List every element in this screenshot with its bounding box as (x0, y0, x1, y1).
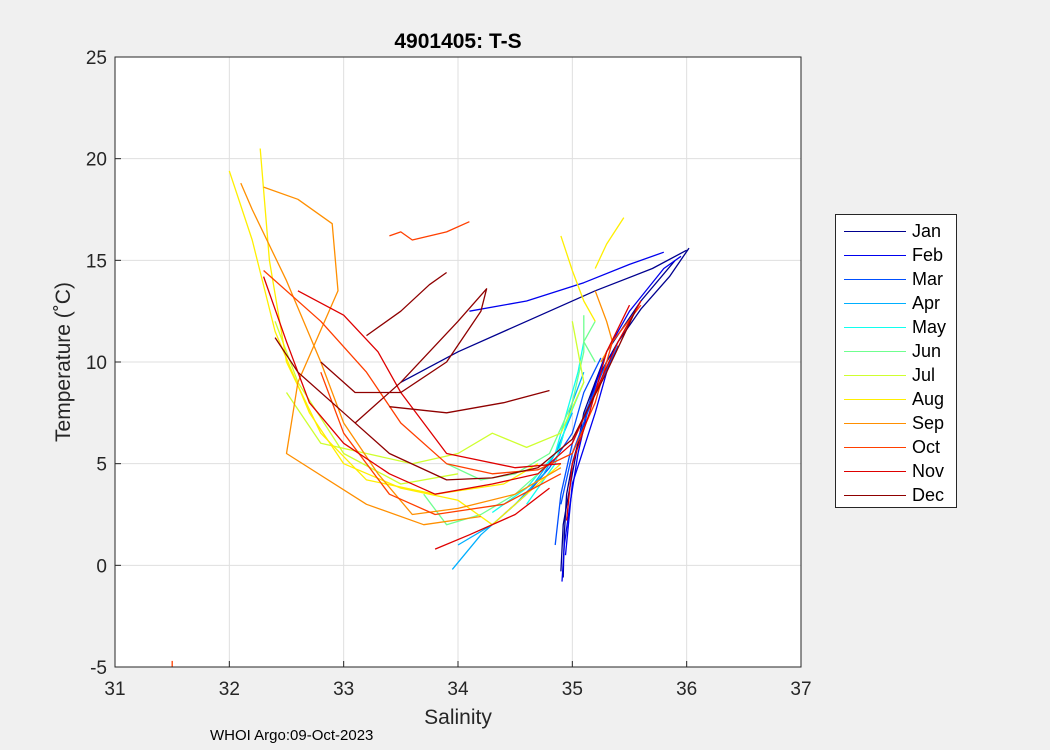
legend-item-apr: Apr (836, 291, 956, 315)
x-axis-label: Salinity (424, 706, 492, 729)
profile-line-nov (434, 487, 550, 550)
series-lines (171, 148, 690, 667)
legend-swatch (844, 398, 906, 400)
footer-credit: WHOI Argo:09-Oct-2023 (210, 727, 374, 744)
y-axis-label: Temperature (˚C) (52, 282, 75, 442)
legend-label: Nov (912, 460, 945, 481)
profile-line-mar (560, 345, 619, 505)
legend-item-mar: Mar (836, 267, 956, 291)
legend-swatch (844, 446, 906, 448)
profile-line-dec (389, 389, 550, 414)
legend-label: Dec (912, 484, 945, 505)
legend-label: Feb (912, 244, 944, 265)
legend-item-feb: Feb (836, 243, 956, 267)
legend-item-jun: Jun (836, 339, 956, 363)
profile-line-jul (285, 321, 585, 465)
x-tick-label: 31 (104, 679, 125, 700)
chart-title: 4901405: T-S (394, 30, 521, 53)
x-tick-label: 33 (333, 679, 354, 700)
legend-label: Apr (912, 292, 941, 313)
legend-swatch (844, 326, 906, 328)
legend-label: Jun (912, 340, 942, 361)
legend-label: Jul (912, 364, 936, 385)
y-tick-label: 15 (86, 251, 107, 272)
profile-line-dec (366, 271, 447, 337)
legend-item-jul: Jul (836, 363, 956, 387)
legend-swatch (844, 470, 906, 472)
legend-label: Jan (912, 220, 942, 241)
y-tick-label: 10 (86, 353, 107, 374)
legend-swatch (844, 230, 906, 232)
profile-line-feb (564, 351, 614, 556)
legend-swatch (844, 278, 906, 280)
x-tick-label: 34 (447, 679, 469, 700)
profile-line-jun (446, 315, 585, 481)
legend-item-may: May (836, 315, 956, 339)
legend-swatch (844, 350, 906, 352)
series-aug (228, 148, 625, 526)
legend-item-nov: Nov (836, 459, 956, 483)
profile-line-sep (263, 186, 481, 526)
profile-line-jan (400, 249, 688, 383)
legend-item-jan: Jan (836, 219, 956, 243)
profile-line-aug (594, 217, 625, 269)
legend-swatch (844, 254, 906, 256)
legend-label: Sep (912, 412, 945, 433)
profile-line-nov (565, 304, 631, 521)
x-tick-label: 32 (219, 679, 240, 700)
profile-line-aug (228, 170, 562, 526)
x-tick-label: 35 (562, 679, 583, 700)
legend-swatch (844, 374, 906, 376)
y-tick-label: 5 (96, 455, 107, 476)
profile-line-jul (274, 321, 459, 485)
tick-labels: 31 32 33 34 35 36 37 -5 0 5 10 15 20 25 (86, 48, 812, 700)
profile-line-feb (469, 251, 665, 312)
legend-item-dec: Dec (836, 483, 956, 507)
legend-swatch (844, 422, 906, 424)
axes-box (114, 56, 802, 668)
legend-item-oct: Oct (836, 435, 956, 459)
profile-line-oct (320, 371, 562, 516)
profile-line-dec (320, 288, 488, 424)
y-tick-label: 0 (96, 556, 107, 577)
profile-line-aug (259, 148, 539, 495)
series-dec (274, 271, 636, 481)
legend-label: Oct (912, 436, 941, 457)
legend-label: Aug (912, 388, 945, 409)
profile-line-aug (560, 235, 596, 322)
profile-line-dec (274, 310, 636, 481)
profile-line-sep (240, 182, 562, 516)
legend-swatch (844, 302, 906, 304)
legend-item-aug: Aug (836, 387, 956, 411)
profile-line-jun (583, 320, 596, 363)
profile-line-oct (389, 221, 470, 241)
legend: Jan Feb Mar Apr May Jun Jul Aug Sep Oct Nov Dec (835, 214, 957, 508)
legend-swatch (844, 494, 906, 496)
series-jul (274, 321, 585, 485)
profile-line-nov (262, 276, 642, 495)
x-tick-label: 37 (790, 679, 811, 700)
y-tick-label: 20 (86, 150, 107, 171)
legend-label: Mar (912, 268, 943, 289)
x-tick-label: 36 (676, 679, 697, 700)
y-tick-label: -5 (90, 658, 107, 679)
y-tick-label: 25 (86, 48, 107, 69)
legend-item-sep: Sep (836, 411, 956, 435)
legend-label: May (912, 316, 947, 337)
